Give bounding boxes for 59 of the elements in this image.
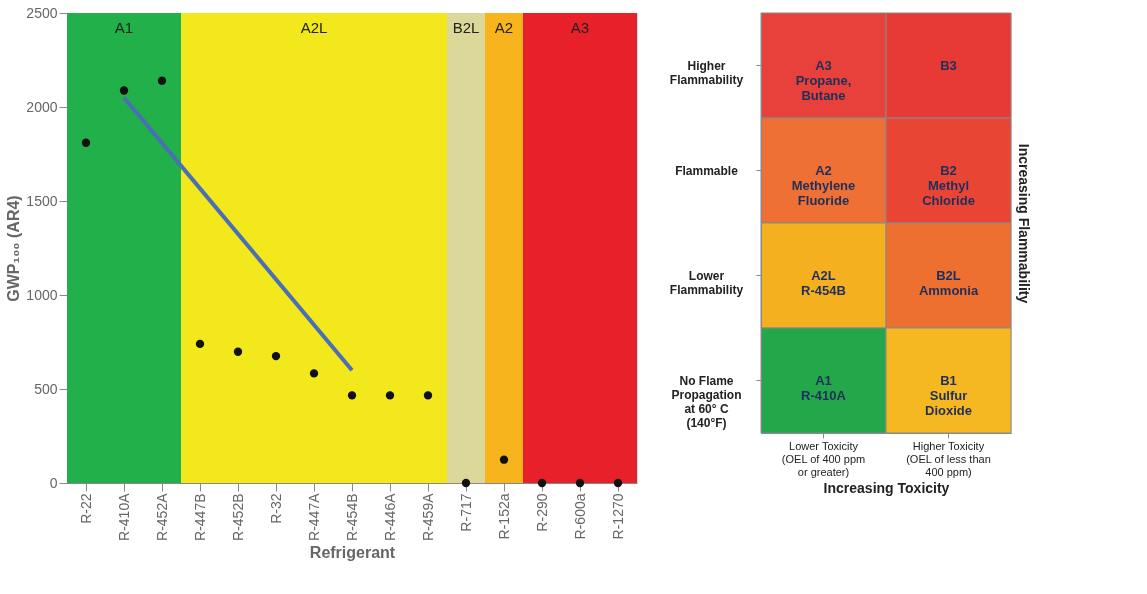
x-tick-label: R-22	[77, 493, 94, 524]
band-label: A3	[570, 19, 590, 36]
x-tick-label: R-452B	[229, 493, 246, 541]
point	[195, 339, 205, 349]
x-tick-label: R-452A	[153, 492, 170, 541]
band-label: A1	[114, 19, 134, 36]
y-tick-label: 1000	[26, 286, 58, 303]
x-tick-label: R-152a	[495, 493, 512, 540]
point	[461, 478, 471, 488]
x-tick-label: R-32	[267, 493, 284, 524]
point	[81, 138, 91, 147]
x-tick-label: R-446A	[381, 492, 398, 541]
y-axis-title: GWP₁₀₀ (AR4)	[5, 195, 23, 302]
y-tick-label: 1500	[26, 192, 58, 209]
text: B1 Sulfur Dioxide	[925, 372, 972, 418]
point	[499, 455, 509, 464]
text: A2 Methylene Fluoride	[791, 162, 856, 208]
text: B3	[940, 57, 957, 73]
point	[613, 478, 623, 488]
point	[423, 391, 433, 400]
text: A2L R-454B	[801, 267, 846, 298]
text: A1 R-410A	[801, 372, 846, 403]
category-label: Higher Toxicity (OEL of less than 400 ppm)	[906, 439, 991, 478]
x-tick-label: R-717	[457, 493, 474, 532]
point	[385, 391, 395, 400]
category-label: Higher Flammability	[669, 58, 744, 87]
category-label: Lower Toxicity (OEL of 400 ppm or greater)	[781, 439, 866, 478]
category-label: Flammable	[675, 163, 738, 178]
x-tick-label: R-459A	[419, 492, 436, 541]
point	[157, 76, 167, 85]
text: B2 Methyl Chloride	[922, 162, 975, 208]
point	[233, 347, 243, 356]
point	[347, 391, 357, 400]
x-tick-label: R-600a	[571, 493, 588, 540]
y-tick-label: 2500	[26, 4, 58, 21]
x-tick-label: R-447A	[305, 492, 322, 541]
x-tick-label: R-447B	[191, 493, 208, 541]
category-label: Lower Flammability	[669, 268, 744, 297]
point	[537, 478, 547, 488]
point	[575, 478, 585, 488]
x-tick-label: R-290	[533, 493, 550, 532]
point	[309, 369, 319, 378]
x-tick-label: R-1270	[609, 493, 626, 540]
band-label: B2L	[452, 19, 480, 36]
y-tick-label: 2000	[26, 98, 58, 115]
y-tick-label: 500	[34, 380, 58, 397]
y-tick-label: 0	[49, 474, 58, 491]
text: A3 Propane, Butane	[795, 57, 852, 103]
point	[119, 86, 129, 95]
text: Increasing Toxicity	[823, 479, 950, 496]
band-label: A2	[494, 19, 514, 36]
text: B2L Ammonia	[918, 267, 979, 298]
x-axis-title: Refrigerant	[309, 543, 396, 561]
point	[271, 351, 281, 361]
x-tick-label: R-454B	[343, 493, 360, 541]
x-tick-label: R-410A	[115, 492, 132, 541]
category-label: No Flame Propagation at 60° C (140°F)	[671, 373, 742, 430]
text: Increasing Flammability	[1015, 143, 1032, 304]
band-label: A2L	[300, 19, 328, 36]
